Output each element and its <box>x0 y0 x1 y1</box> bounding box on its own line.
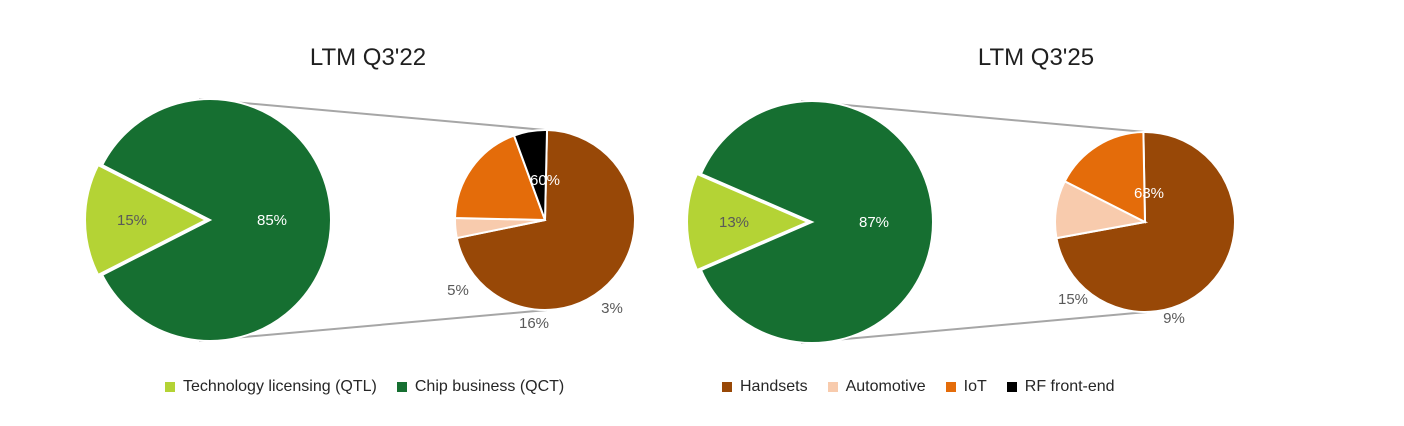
data-label-automotive-q3-25: 9% <box>1163 310 1185 327</box>
data-label-handsets-q3-22: 60% <box>530 172 560 189</box>
legend-swatch-handsets <box>722 382 732 392</box>
legend-right: Handsets Automotive IoT RF front-end <box>722 378 1115 396</box>
legend-label-iot: IoT <box>963 378 987 395</box>
legend-label-qct: Chip business (QCT) <box>414 378 565 395</box>
legend-item-rf: RF front-end <box>1006 378 1115 396</box>
legend-swatch-qct <box>396 382 407 392</box>
data-label-handsets-q3-25: 63% <box>1134 185 1164 202</box>
slice-iot-q3-25 <box>1063 130 1147 224</box>
data-label-qct-q3-22: 85% <box>257 212 287 229</box>
legend-swatch-automotive <box>827 382 838 392</box>
legend-item-qtl: Technology licensing (QTL) <box>165 378 377 396</box>
legend-swatch-rf <box>1006 382 1017 392</box>
data-label-qtl-q3-22: 15% <box>117 212 147 229</box>
legend-item-iot: IoT <box>945 378 987 396</box>
data-label-automotive-q3-22: 3% <box>601 300 623 317</box>
legend-swatch-qtl <box>165 382 175 392</box>
legend-label-rf: RF front-end <box>1024 378 1115 395</box>
legend-label-qtl: Technology licensing (QTL) <box>183 378 377 395</box>
legend-item-automotive: Automotive <box>827 378 926 396</box>
connector-line-top-q3-25 <box>800 100 1146 133</box>
legend-item-handsets: Handsets <box>722 378 808 396</box>
slice-qtl-q3-25 <box>686 172 811 272</box>
legend-label-handsets: Handsets <box>740 378 808 395</box>
data-label-qtl-q3-25: 13% <box>719 214 749 231</box>
slice-qct-q3-22 <box>100 98 332 342</box>
legend-left: Technology licensing (QTL) Chip business… <box>165 378 564 396</box>
legend-item-qct: Chip business (QCT) <box>396 378 565 396</box>
data-label-qct-q3-25: 87% <box>859 214 889 231</box>
legend-label-automotive: Automotive <box>845 378 926 395</box>
slice-qct-q3-25 <box>699 100 934 344</box>
slice-rf-front-end-q3-22 <box>512 129 549 221</box>
connector-line-top-q3-22 <box>198 98 546 131</box>
connector-line-bottom-q3-22 <box>198 309 548 342</box>
chart-title-right: LTM Q3'25 <box>978 44 1094 71</box>
slice-iot-q3-22 <box>453 134 547 222</box>
connector-line-bottom-q3-25 <box>800 311 1148 344</box>
chart-title-left: LTM Q3'22 <box>310 44 426 71</box>
legend-swatch-iot <box>945 382 956 392</box>
slice-qtl-q3-22 <box>84 163 209 277</box>
data-label-rf-front-end-q3-22: 5% <box>447 282 469 299</box>
data-label-iot-q3-25: 15% <box>1058 291 1088 308</box>
data-label-iot-q3-22: 16% <box>519 315 549 332</box>
